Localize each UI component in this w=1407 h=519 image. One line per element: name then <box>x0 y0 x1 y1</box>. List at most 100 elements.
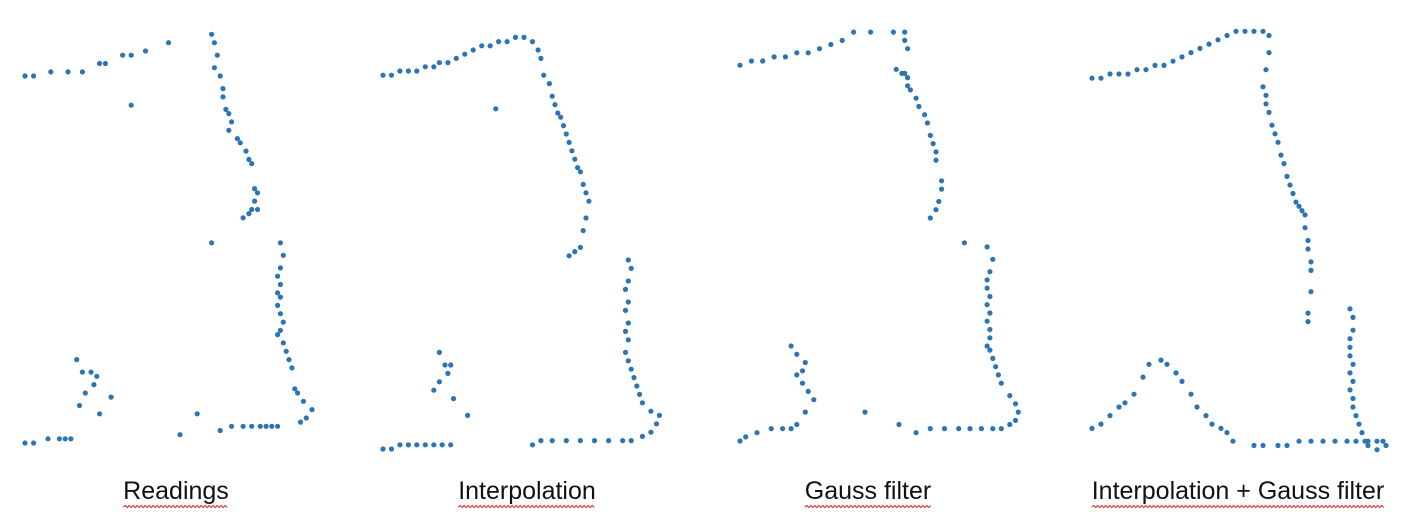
scatter-point <box>939 186 945 192</box>
scatter-point <box>1152 62 1158 68</box>
scatter-point <box>56 436 63 442</box>
scatter-point <box>583 190 589 196</box>
scatter-point <box>65 69 71 75</box>
scatter-point <box>538 55 544 62</box>
scatter-point <box>990 355 996 361</box>
scatter-point <box>1344 438 1350 444</box>
scatter-point <box>984 244 990 250</box>
scatter-point <box>1296 438 1302 444</box>
scatter-point <box>1302 212 1308 218</box>
scatter-point <box>226 111 232 117</box>
scatter-point <box>448 442 454 448</box>
scatter-point <box>1374 438 1380 444</box>
scatter-point <box>1007 393 1013 399</box>
scatter-point <box>1296 203 1302 209</box>
scatter-point <box>1125 71 1131 77</box>
scatter-point <box>194 411 200 417</box>
scatter-point <box>1356 421 1362 427</box>
scatter-point <box>1089 75 1095 81</box>
scatter-point <box>1290 190 1296 197</box>
scatter-point <box>549 438 555 444</box>
scatter-point <box>1263 92 1269 98</box>
scatter-point <box>622 286 629 292</box>
scatter-point <box>1218 425 1224 431</box>
scatter-point <box>1263 101 1269 107</box>
scatter-point <box>984 302 990 308</box>
scatter-point <box>512 34 519 41</box>
scatter-point <box>1089 425 1095 431</box>
scatter-point <box>414 68 420 74</box>
scatter-point <box>226 127 232 133</box>
scatter-point <box>788 426 794 432</box>
scatter-point <box>998 426 1004 432</box>
scatter-point <box>422 442 428 448</box>
scatter-point <box>1188 50 1194 56</box>
scatter-point <box>1098 75 1104 81</box>
scatter-point <box>913 430 919 436</box>
scatter-point <box>927 426 933 432</box>
scatter-point <box>297 419 304 425</box>
scatter-point <box>927 132 933 138</box>
scatter-point <box>1260 28 1266 34</box>
scatter-point <box>625 358 631 364</box>
scatter-point <box>465 412 471 418</box>
scatter-point <box>450 396 457 402</box>
scatter-point <box>1308 267 1314 273</box>
scatter-point <box>303 415 309 421</box>
scatter-point <box>431 442 437 448</box>
scatter-point <box>984 343 990 349</box>
scatter-point <box>577 244 584 250</box>
scatter-point <box>580 228 586 234</box>
scatter-point <box>967 426 973 432</box>
scatter-point <box>246 211 252 217</box>
scatter-point <box>1365 442 1371 449</box>
panel-interpolation-gauss-filter <box>1089 28 1389 453</box>
scatter-point <box>76 402 83 409</box>
spellcheck-squiggle <box>122 504 228 509</box>
scatter-point <box>1266 50 1272 56</box>
scatter-point <box>108 394 114 400</box>
scatter-point <box>902 29 908 35</box>
scatter-point <box>1263 67 1269 73</box>
scatter-point <box>252 186 258 192</box>
scatter-point <box>916 103 922 110</box>
scatter-point <box>541 72 547 78</box>
scatter-point <box>254 206 261 213</box>
scatter-point <box>254 190 261 196</box>
scatter-point <box>586 198 592 204</box>
scatter-point <box>768 426 774 432</box>
scatter-point <box>748 58 755 64</box>
scatter-point <box>737 62 743 68</box>
scatter-point <box>566 139 572 145</box>
panel-gauss-filter <box>737 29 1021 444</box>
scatter-point <box>984 318 990 324</box>
scatter-point <box>240 215 246 221</box>
scatter-point <box>487 43 493 49</box>
scatter-point <box>1320 438 1326 444</box>
scatter-point <box>1242 28 1248 34</box>
scatter-point <box>563 131 569 137</box>
scatter-point <box>625 320 631 326</box>
scatter-point <box>896 421 902 428</box>
scatter-point <box>280 252 286 258</box>
scatter-point <box>927 215 933 221</box>
scatter-point <box>799 380 806 386</box>
scatter-point <box>893 66 899 72</box>
scatter-point <box>1122 400 1128 406</box>
scatter-point <box>648 408 654 414</box>
scatter-point <box>422 64 428 70</box>
scatter-point <box>549 93 555 99</box>
panel-label-readings: Readings <box>123 477 229 505</box>
scatter-point <box>572 156 578 162</box>
scatter-point <box>405 442 411 448</box>
scatter-point <box>1233 28 1239 34</box>
scatter-point <box>1347 370 1353 376</box>
scatter-point <box>924 120 931 126</box>
scatter-point <box>229 423 235 429</box>
scatter-point <box>1266 109 1272 115</box>
scatter-point <box>30 440 37 446</box>
scatter-point <box>998 380 1004 386</box>
scatter-point <box>1143 67 1149 73</box>
scatter-point <box>933 157 939 163</box>
scatter-point <box>1278 152 1284 158</box>
